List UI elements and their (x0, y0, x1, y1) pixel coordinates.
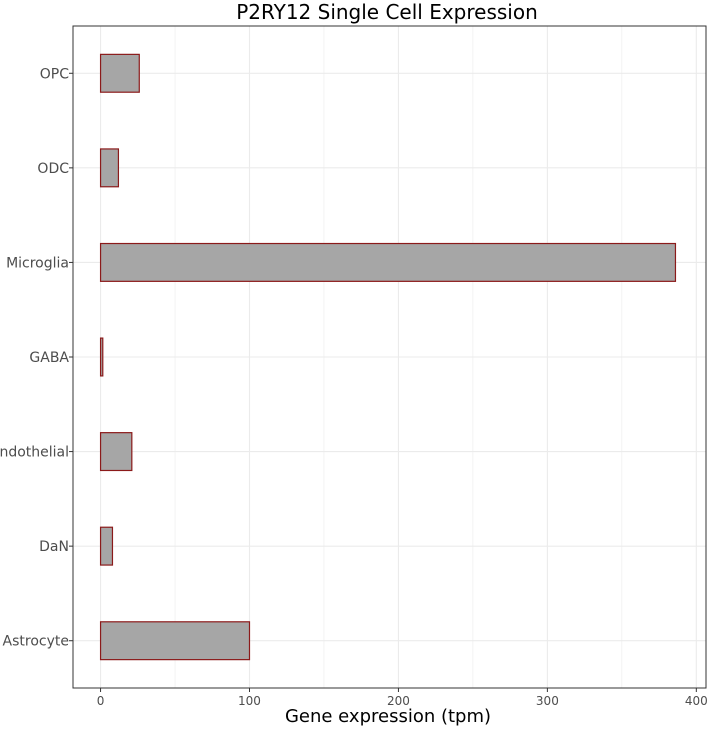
y-tick-label: ODC (37, 161, 69, 177)
y-tick-label: GABA (29, 350, 69, 366)
bar-endothelial (99, 432, 133, 472)
bar-opc (99, 53, 140, 93)
chart-title: P2RY12 Single Cell Expression (236, 0, 538, 24)
bar-layer (99, 53, 677, 661)
tick-layer: Astrocyte DaN Endothelial GABA Microglia ODC O… (0, 66, 708, 708)
x-tick-label: 100 (238, 694, 261, 708)
y-tick-label: Endothelial (0, 445, 69, 461)
y-tick-label: DaN (39, 539, 69, 555)
bar-odc (99, 148, 120, 188)
x-tick-label: 300 (536, 694, 559, 708)
x-axis-label: Gene expression (tpm) (285, 706, 491, 727)
y-tick-label: Astrocyte (3, 634, 69, 650)
bar-microglia (99, 242, 677, 282)
bar-astrocyte (99, 621, 251, 661)
bar-dan (99, 526, 114, 566)
x-tick-label: 200 (387, 694, 410, 708)
x-tick-label: 0 (97, 694, 105, 708)
bar-gaba (99, 337, 104, 377)
y-tick-label: Microglia (6, 255, 69, 271)
y-tick-label: OPC (40, 66, 69, 82)
grid-layer (73, 26, 706, 688)
x-tick-label: 400 (685, 694, 708, 708)
